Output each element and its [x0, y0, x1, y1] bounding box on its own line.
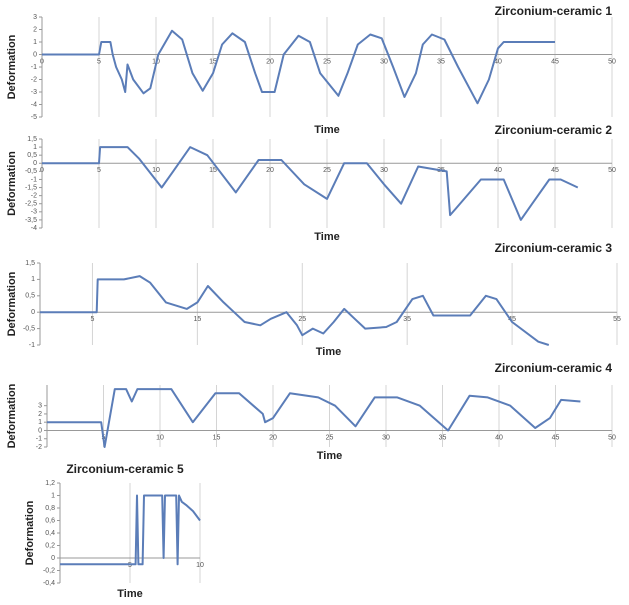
- data-line: [42, 29, 555, 105]
- x-axis-label: Time: [314, 124, 339, 136]
- y-tick-label: 0: [33, 160, 37, 167]
- data-line: [60, 494, 201, 566]
- y-tick-label: -0,5: [25, 168, 37, 175]
- data-line: [47, 388, 581, 448]
- x-tick-label: 5: [97, 167, 101, 174]
- y-axis-label: Deformation: [24, 500, 36, 565]
- x-axis-label: Time: [117, 588, 142, 600]
- x-tick-label: 30: [382, 434, 390, 441]
- y-tick-label: 3: [33, 14, 37, 21]
- y-tick-label: -2: [36, 444, 42, 451]
- y-tick-label: -3,5: [25, 217, 37, 224]
- x-tick-label: 45: [552, 434, 560, 441]
- x-tick-label: 20: [266, 58, 274, 65]
- y-tick-label: -3: [31, 209, 37, 216]
- y-tick-label: 0: [51, 555, 55, 562]
- y-tick-label: -1: [36, 436, 42, 443]
- y-tick-label: -1: [29, 342, 35, 349]
- y-tick-label: 1: [33, 39, 37, 46]
- y-tick-label: 1,2: [45, 480, 55, 487]
- x-tick-label: 5: [91, 316, 95, 323]
- y-tick-label: 1,5: [25, 260, 35, 267]
- chart-title: Zirconium-ceramic 5: [66, 462, 184, 476]
- x-tick-label: 45: [508, 316, 516, 323]
- y-tick-label: 0,2: [45, 542, 55, 549]
- y-axis-label: Deformation: [6, 383, 18, 448]
- y-tick-label: 0,5: [25, 293, 35, 300]
- x-axis-label: Time: [314, 231, 339, 243]
- x-tick-label: 20: [266, 167, 274, 174]
- x-tick-label: 25: [323, 58, 331, 65]
- y-tick-label: -3: [31, 89, 37, 96]
- y-tick-label: 0: [31, 309, 35, 316]
- y-tick-label: -1: [31, 176, 37, 183]
- x-tick-label: 40: [495, 434, 503, 441]
- y-tick-label: -1: [31, 64, 37, 71]
- x-tick-label: 10: [196, 562, 204, 569]
- y-tick-label: -0,5: [23, 325, 35, 332]
- x-tick-label: 15: [209, 167, 217, 174]
- y-tick-label: 0,4: [45, 530, 55, 537]
- x-tick-label: 50: [608, 167, 616, 174]
- x-axis-label: Time: [317, 450, 342, 462]
- x-tick-label: 40: [494, 58, 502, 65]
- x-tick-label: 10: [152, 167, 160, 174]
- y-tick-label: 2: [38, 411, 42, 418]
- x-tick-label: 35: [439, 434, 447, 441]
- y-tick-label: -4: [31, 225, 37, 232]
- x-tick-label: 30: [380, 58, 388, 65]
- x-tick-label: 40: [494, 167, 502, 174]
- y-axis-label: Deformation: [6, 151, 18, 216]
- chart-title: Zirconium-ceramic 1: [495, 4, 613, 18]
- y-tick-label: 1: [38, 419, 42, 426]
- x-tick-label: 50: [608, 58, 616, 65]
- x-tick-label: 10: [156, 434, 164, 441]
- y-tick-label: 1,5: [27, 136, 37, 143]
- y-axis-label: Deformation: [6, 271, 18, 336]
- x-tick-label: 25: [323, 167, 331, 174]
- x-tick-label: 25: [326, 434, 334, 441]
- y-tick-label: 3: [38, 403, 42, 410]
- x-tick-label: 35: [437, 58, 445, 65]
- x-tick-label: 20: [269, 434, 277, 441]
- x-tick-label: 35: [403, 316, 411, 323]
- x-tick-label: 25: [298, 316, 306, 323]
- chart-title: Zirconium-ceramic 2: [495, 123, 613, 137]
- data-line: [42, 146, 579, 221]
- data-line: [40, 275, 550, 346]
- x-tick-label: 15: [193, 316, 201, 323]
- x-tick-label: 50: [608, 434, 616, 441]
- y-tick-label: -2,5: [25, 201, 37, 208]
- x-tick-label: 5: [97, 58, 101, 65]
- y-tick-label: -5: [31, 114, 37, 121]
- x-axis-label: Time: [316, 346, 341, 358]
- y-tick-label: 0: [38, 427, 42, 434]
- x-tick-label: 30: [380, 167, 388, 174]
- x-tick-label: 45: [551, 167, 559, 174]
- y-tick-label: -0,2: [43, 567, 55, 574]
- chart-title: Zirconium-ceramic 3: [495, 241, 613, 255]
- y-tick-label: 2: [33, 26, 37, 33]
- y-tick-label: 1: [33, 144, 37, 151]
- y-tick-label: -1,5: [25, 184, 37, 191]
- y-tick-label: 0: [33, 51, 37, 58]
- x-tick-label: 55: [613, 316, 621, 323]
- y-axis-label: Deformation: [6, 34, 18, 99]
- y-tick-label: -2: [31, 192, 37, 199]
- y-tick-label: 1: [51, 492, 55, 499]
- x-tick-label: 15: [209, 58, 217, 65]
- x-tick-label: 5: [128, 562, 132, 569]
- y-tick-label: 0,8: [45, 505, 55, 512]
- y-tick-label: 0,6: [45, 517, 55, 524]
- y-tick-label: -4: [31, 101, 37, 108]
- y-tick-label: -2: [31, 76, 37, 83]
- y-tick-label: 0,5: [27, 152, 37, 159]
- chart-title: Zirconium-ceramic 4: [495, 361, 613, 375]
- y-tick-label: -0,4: [43, 580, 55, 587]
- x-tick-label: 45: [551, 58, 559, 65]
- x-tick-label: 15: [213, 434, 221, 441]
- y-tick-label: 1: [31, 276, 35, 283]
